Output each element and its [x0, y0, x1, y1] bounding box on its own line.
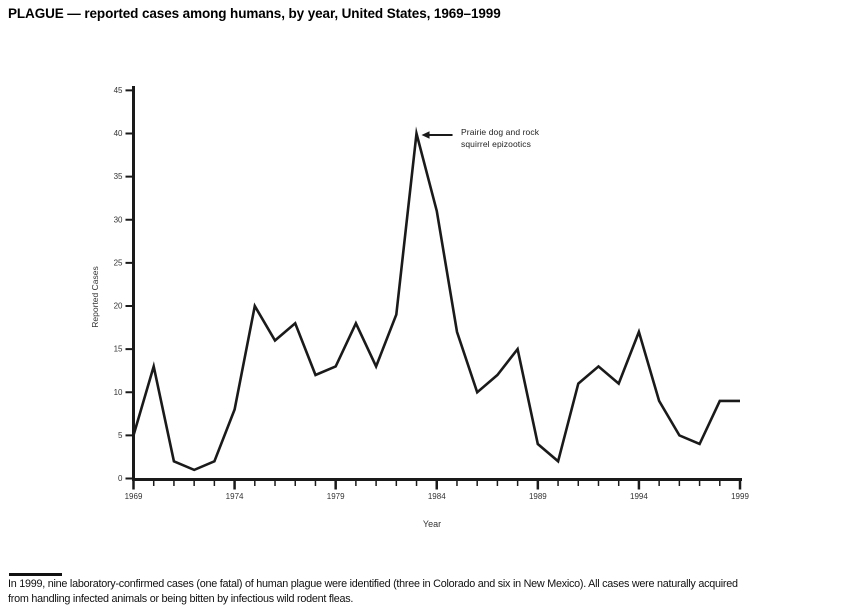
- footnote: In 1999, nine laboratory-confirmed cases…: [8, 577, 738, 606]
- x-tick-label: 1994: [630, 492, 648, 501]
- x-tick-label: 1979: [327, 492, 345, 501]
- x-axis-title: Year: [422, 519, 442, 529]
- y-tick-label: 5: [118, 431, 123, 440]
- y-tick-label: 25: [114, 258, 123, 267]
- y-tick-label: 45: [114, 86, 123, 95]
- annotation-line-2: squirrel epizootics: [461, 138, 531, 149]
- annotation-label: Prairie dog and rock squirrel epizootics: [461, 127, 539, 150]
- annotation-arrowhead-icon: [421, 131, 430, 139]
- footnote-rule: [9, 573, 62, 576]
- x-tick-label: 1974: [226, 492, 244, 501]
- y-tick-label: 15: [114, 345, 123, 354]
- footnote-line-1: In 1999, nine laboratory-confirmed cases…: [8, 578, 738, 590]
- y-tick-label: 30: [114, 215, 123, 224]
- footnote-line-2: from handling infected animals or being …: [8, 592, 354, 605]
- y-axis-title: Reported Cases: [90, 266, 100, 328]
- annotation-line-1: Prairie dog and rock: [461, 127, 540, 137]
- y-tick-label: 40: [114, 129, 123, 138]
- x-tick-label: 1989: [529, 492, 547, 501]
- y-tick-label: 20: [114, 302, 123, 311]
- y-tick-label: 10: [114, 388, 123, 397]
- y-tick-label: 0: [118, 474, 123, 483]
- y-tick-label: 35: [114, 172, 123, 181]
- x-tick-label: 1984: [428, 492, 446, 501]
- figure-title: PLAGUE — reported cases among humans, by…: [8, 6, 501, 21]
- x-tick-label: 1999: [731, 492, 749, 501]
- x-tick-label: 1969: [125, 492, 143, 501]
- data-series-line: [132, 126, 740, 472]
